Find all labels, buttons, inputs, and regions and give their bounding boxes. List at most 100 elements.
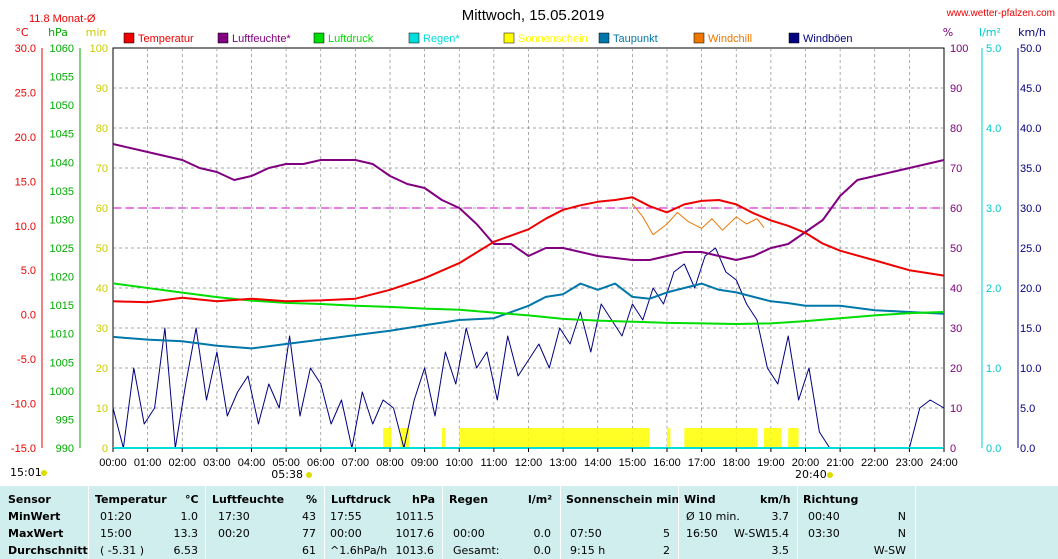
x-tick-label: 18:00 bbox=[722, 457, 750, 469]
wind-tick: 25.0 bbox=[1020, 243, 1041, 255]
humidity-tick: 40 bbox=[950, 283, 962, 295]
rain-tick: 0.0 bbox=[986, 443, 1001, 455]
x-tick-label: 24:00 bbox=[930, 457, 958, 469]
humidity-tick: 90 bbox=[950, 83, 962, 95]
stats-pressure-unit: hPa bbox=[412, 493, 436, 506]
sunshine-tick: 100 bbox=[90, 43, 108, 55]
pressure-tick: 990 bbox=[56, 443, 74, 455]
stats-cell-pres-val: 1011.5 bbox=[395, 510, 435, 523]
stats-cell-hum-val: 77 bbox=[302, 527, 316, 540]
stats-cell-wind-val: 15.4 bbox=[764, 527, 790, 540]
x-tick-label: 11:00 bbox=[481, 457, 508, 469]
sunshine-tick: 30 bbox=[96, 323, 108, 335]
temperature-tick: 15.0 bbox=[15, 176, 36, 188]
wind-tick: 15.0 bbox=[1020, 323, 1041, 335]
stats-cell-wind-val: 3.5 bbox=[771, 544, 790, 557]
stats-cell-temp-val: 1.0 bbox=[180, 510, 199, 523]
pressure-tick: 1030 bbox=[50, 214, 74, 226]
monthly-avg-label: 11.8 Monat-Ø bbox=[29, 13, 96, 25]
stats-divider bbox=[915, 486, 916, 559]
legend-label: Luftfeuchte* bbox=[232, 33, 291, 45]
sunrise-icon bbox=[306, 472, 312, 478]
x-tick-label: 23:00 bbox=[896, 457, 924, 469]
sunshine-bar bbox=[763, 428, 782, 448]
legend-label: Regen* bbox=[423, 33, 460, 45]
stats-cell-wind-label: Ø 10 min. bbox=[686, 510, 740, 523]
wind-tick: 20.0 bbox=[1020, 283, 1041, 295]
x-tick-label: 19:00 bbox=[757, 457, 785, 469]
pressure-tick: 1050 bbox=[50, 100, 74, 112]
sunshine-bar bbox=[684, 428, 758, 448]
temperature-tick: 20.0 bbox=[15, 132, 36, 144]
sunshine-bar bbox=[459, 428, 650, 448]
humidity-tick: 10 bbox=[950, 403, 962, 415]
legend: Temperatur Luftfeuchte* Luftdruck Regen* Son… bbox=[123, 32, 853, 45]
x-tick-label: 21:00 bbox=[826, 457, 854, 469]
x-tick-label: 16:00 bbox=[653, 457, 681, 469]
stats-cell-temp-time: 01:20 bbox=[100, 510, 132, 523]
stats-cell-dir-val: W-SW bbox=[873, 544, 906, 557]
legend-label: Windböen bbox=[803, 33, 853, 45]
legend-label: Temperatur bbox=[138, 33, 194, 45]
pressure-tick: 1035 bbox=[50, 186, 74, 198]
stats-cell-temp-val: 6.53 bbox=[173, 544, 199, 557]
humidity-tick: 0 bbox=[950, 443, 956, 455]
sunshine-tick: 60 bbox=[96, 203, 108, 215]
rain-unit: l/m² bbox=[979, 26, 1001, 39]
sunshine-tick: 70 bbox=[96, 163, 108, 175]
stats-rain-unit: l/m² bbox=[528, 493, 553, 506]
stats-cell-pres-time: 00:00 bbox=[330, 527, 362, 540]
legend-swatch bbox=[693, 32, 705, 44]
stats-cell-wind-dir: W-SW bbox=[734, 527, 767, 540]
sunset-time: 20:40 bbox=[795, 468, 827, 481]
stats-cell-pres-val: 1017.6 bbox=[395, 527, 435, 540]
x-tick-label: 02:00 bbox=[168, 457, 196, 469]
pressure-unit: hPa bbox=[48, 26, 68, 39]
wind-tick: 5.0 bbox=[1020, 403, 1035, 415]
rain-tick: 3.0 bbox=[986, 203, 1001, 215]
temperature-tick: -10.0 bbox=[11, 399, 36, 411]
rain-tick: 1.0 bbox=[986, 363, 1001, 375]
stats-cell-rain-time: Gesamt: bbox=[453, 544, 500, 557]
stats-divider bbox=[88, 486, 89, 559]
x-tick-label: 01:00 bbox=[134, 457, 162, 469]
sunshine-tick: 90 bbox=[96, 83, 108, 95]
stats-divider bbox=[205, 486, 206, 559]
stats-temperature-header: Temperatur bbox=[95, 493, 167, 506]
wind-tick: 30.0 bbox=[1020, 203, 1041, 215]
stats-cell-hum-time: 00:20 bbox=[218, 527, 250, 540]
legend-swatch bbox=[313, 32, 325, 44]
series-line-windchill bbox=[632, 203, 765, 236]
legend-label: Luftdruck bbox=[328, 33, 374, 45]
pressure-tick: 995 bbox=[56, 414, 74, 426]
temperature-tick: 5.0 bbox=[21, 265, 36, 277]
stats-sensor-header: Sensor bbox=[8, 493, 51, 506]
stats-sunshine-header: Sonnenschein min bbox=[566, 493, 680, 506]
axes: 30.0 25.0 20.0 15.0 10.0 5.0 0.0 -5.0 -10.0 -15.0… bbox=[11, 43, 1042, 455]
pressure-tick: 1010 bbox=[50, 329, 74, 341]
sunshine-tick: 0 bbox=[102, 443, 108, 455]
stats-cell-sun-val: 5 bbox=[663, 527, 670, 540]
stats-cell-label: MaxWert bbox=[8, 527, 64, 540]
humidity-tick: 30 bbox=[950, 323, 962, 335]
series-line-luftdruck bbox=[112, 282, 945, 325]
pressure-tick: 1045 bbox=[50, 129, 74, 141]
humidity-tick: 20 bbox=[950, 363, 962, 375]
stats-pressure-header: Luftdruck bbox=[331, 493, 391, 506]
sunshine-bar bbox=[383, 428, 392, 448]
stats-cell-rain-val: 0.0 bbox=[533, 544, 552, 557]
stats-cell-hum-time: 17:30 bbox=[218, 510, 250, 523]
stats-rain-header: Regen bbox=[449, 493, 489, 506]
series-line-taupunkt bbox=[112, 282, 945, 350]
x-tick-label: 07:00 bbox=[342, 457, 370, 469]
x-tick-label: 12:00 bbox=[515, 457, 543, 469]
temperature-tick: 30.0 bbox=[15, 43, 36, 55]
temperature-unit: °C bbox=[15, 26, 29, 39]
chart-title: Mittwoch, 15.05.2019 bbox=[462, 7, 605, 24]
stats-divider bbox=[678, 486, 679, 559]
temperature-tick: -5.0 bbox=[17, 354, 36, 366]
stats-cell-label: MinWert bbox=[8, 510, 61, 523]
legend-swatch bbox=[788, 32, 800, 44]
sunshine-tick: 80 bbox=[96, 123, 108, 135]
wind-tick: 35.0 bbox=[1020, 163, 1041, 175]
